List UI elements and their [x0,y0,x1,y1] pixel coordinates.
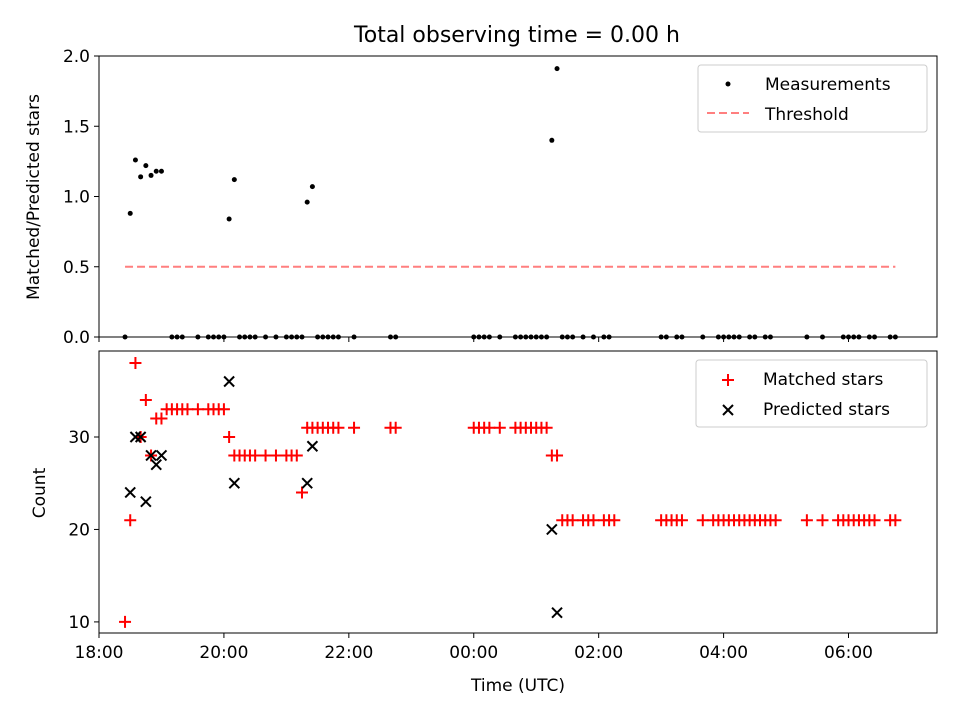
measurement-point [549,137,555,143]
measurement-point [153,168,159,174]
predicted-stars-series [124,375,563,619]
x-tick-label: 00:00 [449,643,498,663]
measurement-point [143,163,149,169]
measurement-point [148,172,154,178]
matched-star-point [551,449,564,462]
top-panel: Total observing time = 0.00 h Matched/Pr… [24,23,938,348]
matched-star-point [129,357,142,370]
matched-star-point [540,421,553,434]
predicted-star-point [134,431,147,443]
matched-stars-series [119,357,902,628]
matched-star-point [675,514,688,527]
matched-star-point [816,514,829,527]
bottom-y-ticks: 10 20 30 [68,428,99,633]
bottom-panel: Count Time (UTC) 10 20 30 18:00 20:00 22:00 0… [30,350,938,696]
matched-star-point [389,421,402,434]
y-tick-label: 0.5 [63,258,90,278]
predicted-star-point [223,375,235,388]
y-tick-label: 10 [68,613,90,633]
top-legend-box [697,64,928,133]
measurement-point [127,210,133,216]
matched-star-point [290,449,303,462]
predicted-star-point [228,477,241,489]
matched-star-point [587,514,600,527]
legend-label-measurements: Measurements [765,75,891,95]
matched-star-point [889,514,902,527]
y-tick-label: 1.0 [63,188,90,208]
x-tick-label: 20:00 [199,643,248,663]
bottom-legend: Matched stars Predicted stars [695,359,928,428]
matched-star-point [493,421,506,434]
measurement-point [304,199,310,205]
matched-star-point [696,514,709,527]
matched-star-point [249,449,262,462]
measurement-point [226,216,232,222]
top-legend: Measurements Threshold [697,64,928,133]
measurement-point [138,174,144,180]
bottom-y-axis-label: Count [30,467,50,518]
predicted-star-point [155,449,168,462]
legend-marker-matched [722,374,734,386]
x-tick-label: 18:00 [75,643,124,663]
predicted-star-point [140,496,152,508]
matched-star-point [868,514,881,527]
matched-star-point [155,412,168,425]
predicted-star-point [129,431,142,443]
matched-star-point [259,449,272,462]
top-y-ticks: 0.0 0.5 1.0 1.5 2.0 [63,47,99,348]
x-tick-label: 06:00 [824,643,873,663]
legend-label-predicted: Predicted stars [763,400,890,420]
matched-star-point [191,403,204,416]
matched-star-point [181,403,194,416]
matched-star-point [124,514,137,527]
y-tick-label: 30 [68,428,90,448]
matched-star-point [566,514,579,527]
predicted-star-point [546,523,558,536]
x-axis-label: Time (UTC) [470,676,565,696]
predicted-star-point [306,440,319,452]
matched-star-point [483,421,496,434]
predicted-star-point [301,477,313,489]
measurement-point [309,184,315,190]
matched-star-point [608,514,621,527]
legend-marker-predicted [722,404,734,416]
predicted-star-point [551,606,563,619]
matched-star-point [139,394,152,407]
predicted-star-point [150,459,162,471]
x-tick-label: 04:00 [699,643,748,663]
matched-star-point [332,421,345,434]
measurement-point [231,177,237,183]
chart-title: Total observing time = 0.00 h [353,23,680,48]
top-plot-frame [98,55,938,338]
matched-star-point [769,514,782,527]
matched-star-point [223,430,236,443]
y-tick-label: 2.0 [63,47,90,67]
matched-star-point [800,514,813,527]
top-y-axis-label: Matched/Predicted stars [24,94,44,300]
legend-marker-measurements [725,81,731,87]
matched-star-point [348,421,361,434]
x-tick-label: 22:00 [324,643,373,663]
matched-star-point [269,449,282,462]
y-tick-label: 0.0 [63,328,90,348]
bottom-legend-box [695,359,928,428]
predicted-star-point [145,449,157,462]
legend-label-matched: Matched stars [763,370,883,390]
measurements-series [122,66,898,340]
y-tick-label: 20 [68,520,90,540]
measurement-point [132,157,138,163]
matched-star-point [119,615,132,628]
y-tick-label: 1.5 [63,117,90,137]
measurement-point [158,168,164,174]
x-tick-label: 02:00 [574,643,623,663]
matched-star-point [295,486,308,499]
legend-label-threshold: Threshold [764,105,849,125]
bottom-x-ticks: 18:00 20:00 22:00 00:00 02:00 04:00 06:00 [75,633,873,663]
predicted-star-point [124,486,136,499]
bottom-plot-frame [98,350,938,634]
matched-star-point [217,403,230,416]
measurement-point [554,66,560,72]
